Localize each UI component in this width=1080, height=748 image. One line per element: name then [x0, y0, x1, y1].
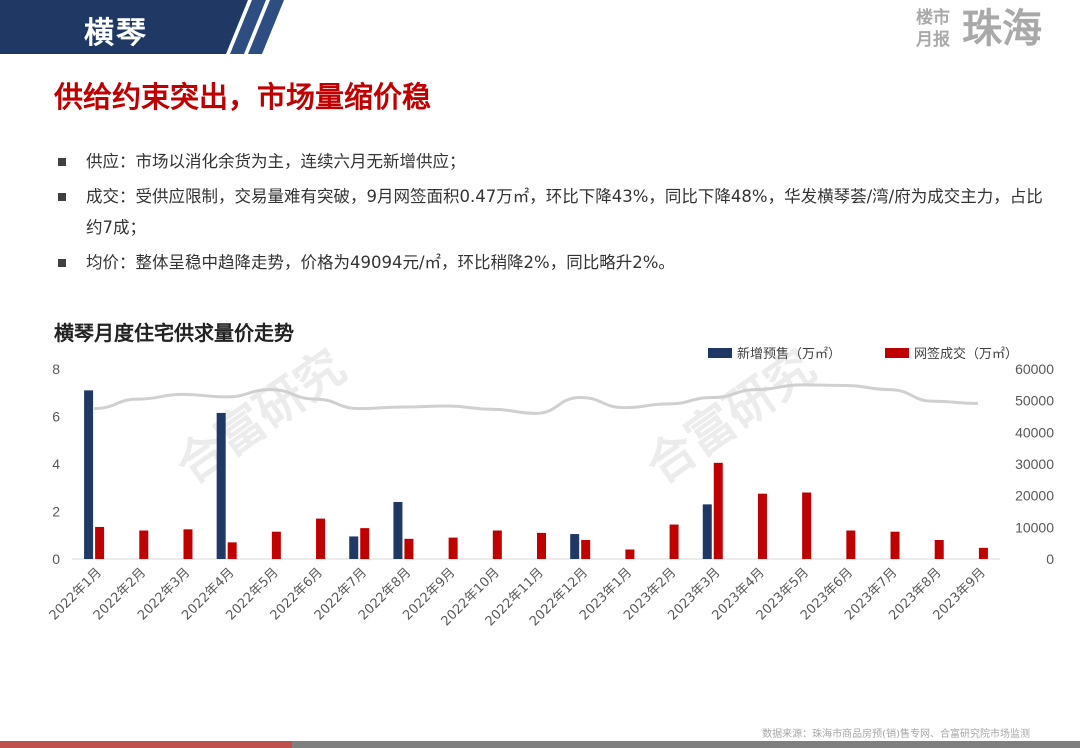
data-source: 数据来源：珠海市商品房预(销)售专网、合富研究院市场监测 [762, 729, 1030, 740]
bullet-supply: 供应：市场以消化余货为主，连续六月无新增供应； [56, 146, 1046, 177]
y-right-tick-label: 60000 [1015, 361, 1054, 377]
y-left-tick-label: 6 [52, 409, 60, 425]
legend-swatch-signed [885, 348, 909, 358]
bar-signed [934, 540, 944, 559]
bar-signed [139, 530, 149, 559]
bar-signed [757, 493, 767, 559]
bar-signed [271, 531, 281, 559]
watermark-1: 合富研究 [636, 339, 825, 495]
bullet-marker-icon [58, 259, 66, 267]
y-left-tick-label: 2 [52, 504, 60, 520]
brand-city: 珠海 [962, 6, 1042, 52]
footer-bar-gray [292, 741, 1080, 748]
bar-presale [570, 534, 580, 559]
y-left-tick-label: 8 [52, 361, 60, 377]
bar-signed [846, 530, 856, 559]
bar-presale [349, 536, 359, 559]
bar-signed [360, 528, 370, 559]
bar-signed [95, 526, 105, 559]
banner-shape [0, 0, 284, 54]
brand-small-line1: 楼市 [916, 8, 950, 28]
y-right-tick-label: 50000 [1015, 393, 1054, 409]
bar-signed [404, 538, 414, 559]
footer-bar-red [0, 741, 292, 748]
bar-signed [316, 518, 326, 559]
bar-presale [84, 390, 94, 559]
banner-stripe-2 [248, 0, 284, 54]
bullet-text: 成交：受供应限制，交易量难有突破，9月网签面积0.47万㎡，环比下降43%，同比… [86, 187, 1043, 237]
bar-signed [625, 549, 635, 559]
bar-signed [978, 547, 988, 559]
y-right-tick-label: 0 [1046, 551, 1054, 567]
bullet-text: 供应：市场以消化余货为主，连续六月无新增供应； [86, 152, 466, 171]
y-left-tick-label: 4 [52, 456, 60, 472]
section-banner: 横琴 [0, 0, 290, 54]
bullet-marker-icon [58, 193, 66, 201]
y-left-tick-label: 0 [52, 551, 60, 567]
banner-fill [0, 0, 248, 54]
bar-signed [448, 537, 458, 559]
section-label: 横琴 [84, 16, 148, 51]
page-headline: 供给约束突出，市场量缩价稳 [54, 80, 432, 114]
bar-signed [890, 531, 900, 559]
brand-logo: 楼市 月报 珠海 [910, 6, 1060, 52]
y-right-tick-label: 40000 [1015, 424, 1054, 440]
legend-swatch-presale [708, 348, 732, 358]
bar-signed [713, 462, 723, 559]
bullet-text: 均价：整体呈稳中趋降走势，价格为49094元/㎡，环比稍降2%，同比略升2%。 [86, 253, 675, 272]
bullet-transaction: 成交：受供应限制，交易量难有突破，9月网签面积0.47万㎡，环比下降43%，同比… [56, 181, 1046, 243]
bar-signed [537, 532, 546, 559]
price-line-series [94, 383, 978, 415]
banner-stripe-1 [230, 0, 266, 54]
bar-signed [492, 530, 502, 559]
brand-small-line2: 月报 [916, 30, 950, 50]
bar-signed [227, 542, 237, 559]
bar-presale [393, 502, 403, 559]
legend-label-signed: 网签成交（万㎡） [914, 346, 1018, 362]
bar-signed [581, 540, 591, 559]
bar-signed [669, 524, 679, 559]
chart-title: 横琴月度住宅供求量价走势 [54, 321, 294, 345]
y-right-tick-label: 30000 [1015, 456, 1054, 472]
bullet-marker-icon [58, 158, 66, 166]
bullet-list: 供应：市场以消化余货为主，连续六月无新增供应； 成交：受供应限制，交易量难有突破… [56, 146, 1046, 282]
watermark-0: 合富研究 [166, 339, 355, 495]
bar-presale [702, 504, 712, 559]
y-right-tick-label: 20000 [1015, 488, 1054, 504]
bar-signed [183, 529, 193, 559]
bar-signed [802, 492, 812, 559]
y-right-tick-label: 10000 [1015, 519, 1054, 535]
bar-presale [216, 412, 226, 559]
legend-label-presale: 新增预售（万㎡） [737, 346, 841, 362]
bullet-price: 均价：整体呈稳中趋降走势，价格为49094元/㎡，环比稍降2%，同比略升2%。 [56, 247, 1046, 278]
